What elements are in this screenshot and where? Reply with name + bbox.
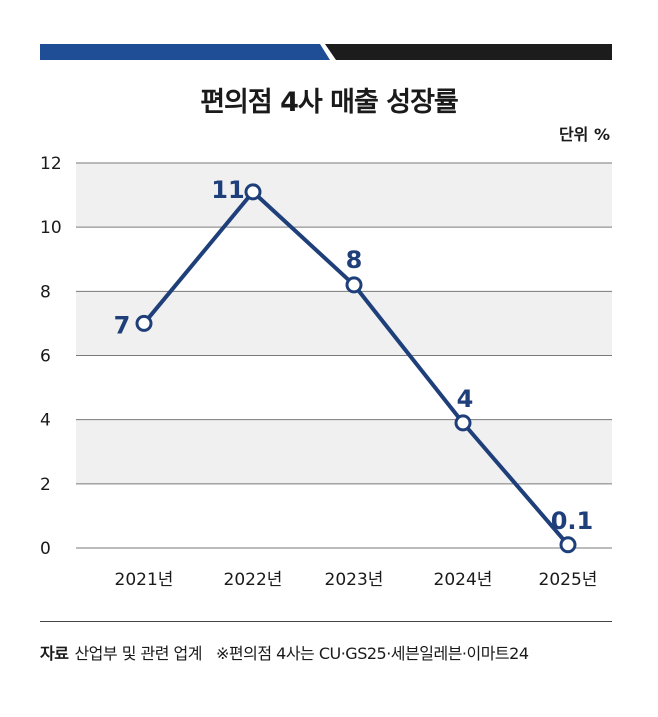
data-point <box>454 414 472 432</box>
footnote: ※편의점 4사는 CU·GS25·세븐일레븐·이마트24 <box>215 644 529 663</box>
y-tick-label: 4 <box>40 411 51 431</box>
footer: 자료 산업부 및 관련 업계 ※편의점 4사는 CU·GS25·세븐일레븐·이마트2… <box>40 640 529 664</box>
header-band-black <box>325 44 612 60</box>
footer-divider <box>40 621 612 622</box>
y-tick-label: 2 <box>40 475 51 495</box>
y-tick-label: 0 <box>40 539 51 559</box>
x-tick-label: 2022년 <box>224 570 283 590</box>
header-band-blue <box>40 44 330 60</box>
unit-label: 단위 % <box>558 125 610 144</box>
y-tick-label: 8 <box>40 282 51 302</box>
data-point <box>345 276 363 294</box>
grid-stripe <box>76 291 612 356</box>
x-tick-label: 2023년 <box>325 570 384 590</box>
data-label: 7 <box>114 311 131 339</box>
chart-title: 편의점 4사 매출 성장률 <box>200 87 459 118</box>
grid-stripe <box>76 163 612 228</box>
data-point <box>135 314 153 332</box>
header-band <box>40 44 612 60</box>
x-tick-label: 2025년 <box>539 570 598 590</box>
x-tick-label: 2021년 <box>115 570 174 590</box>
source-text: 산업부 및 관련 업계 <box>74 644 202 663</box>
y-tick-label: 12 <box>40 154 62 174</box>
data-label: 8 <box>346 246 363 274</box>
data-label: 11 <box>211 176 244 204</box>
data-point <box>559 536 577 554</box>
grid-stripe <box>76 419 612 484</box>
x-tick-label: 2024년 <box>434 570 493 590</box>
series-line <box>142 189 570 547</box>
line-chart: 0 2 4 6 8 10 12 2021년 2022년 2023년 2024년 2025년 7 11 8… <box>40 154 612 590</box>
data-point <box>244 183 262 201</box>
y-tick-label: 6 <box>40 347 51 367</box>
data-label: 0.1 <box>551 507 594 535</box>
y-tick-label: 10 <box>40 218 62 238</box>
data-label: 4 <box>457 385 474 413</box>
source-label: 자료 <box>40 644 69 663</box>
